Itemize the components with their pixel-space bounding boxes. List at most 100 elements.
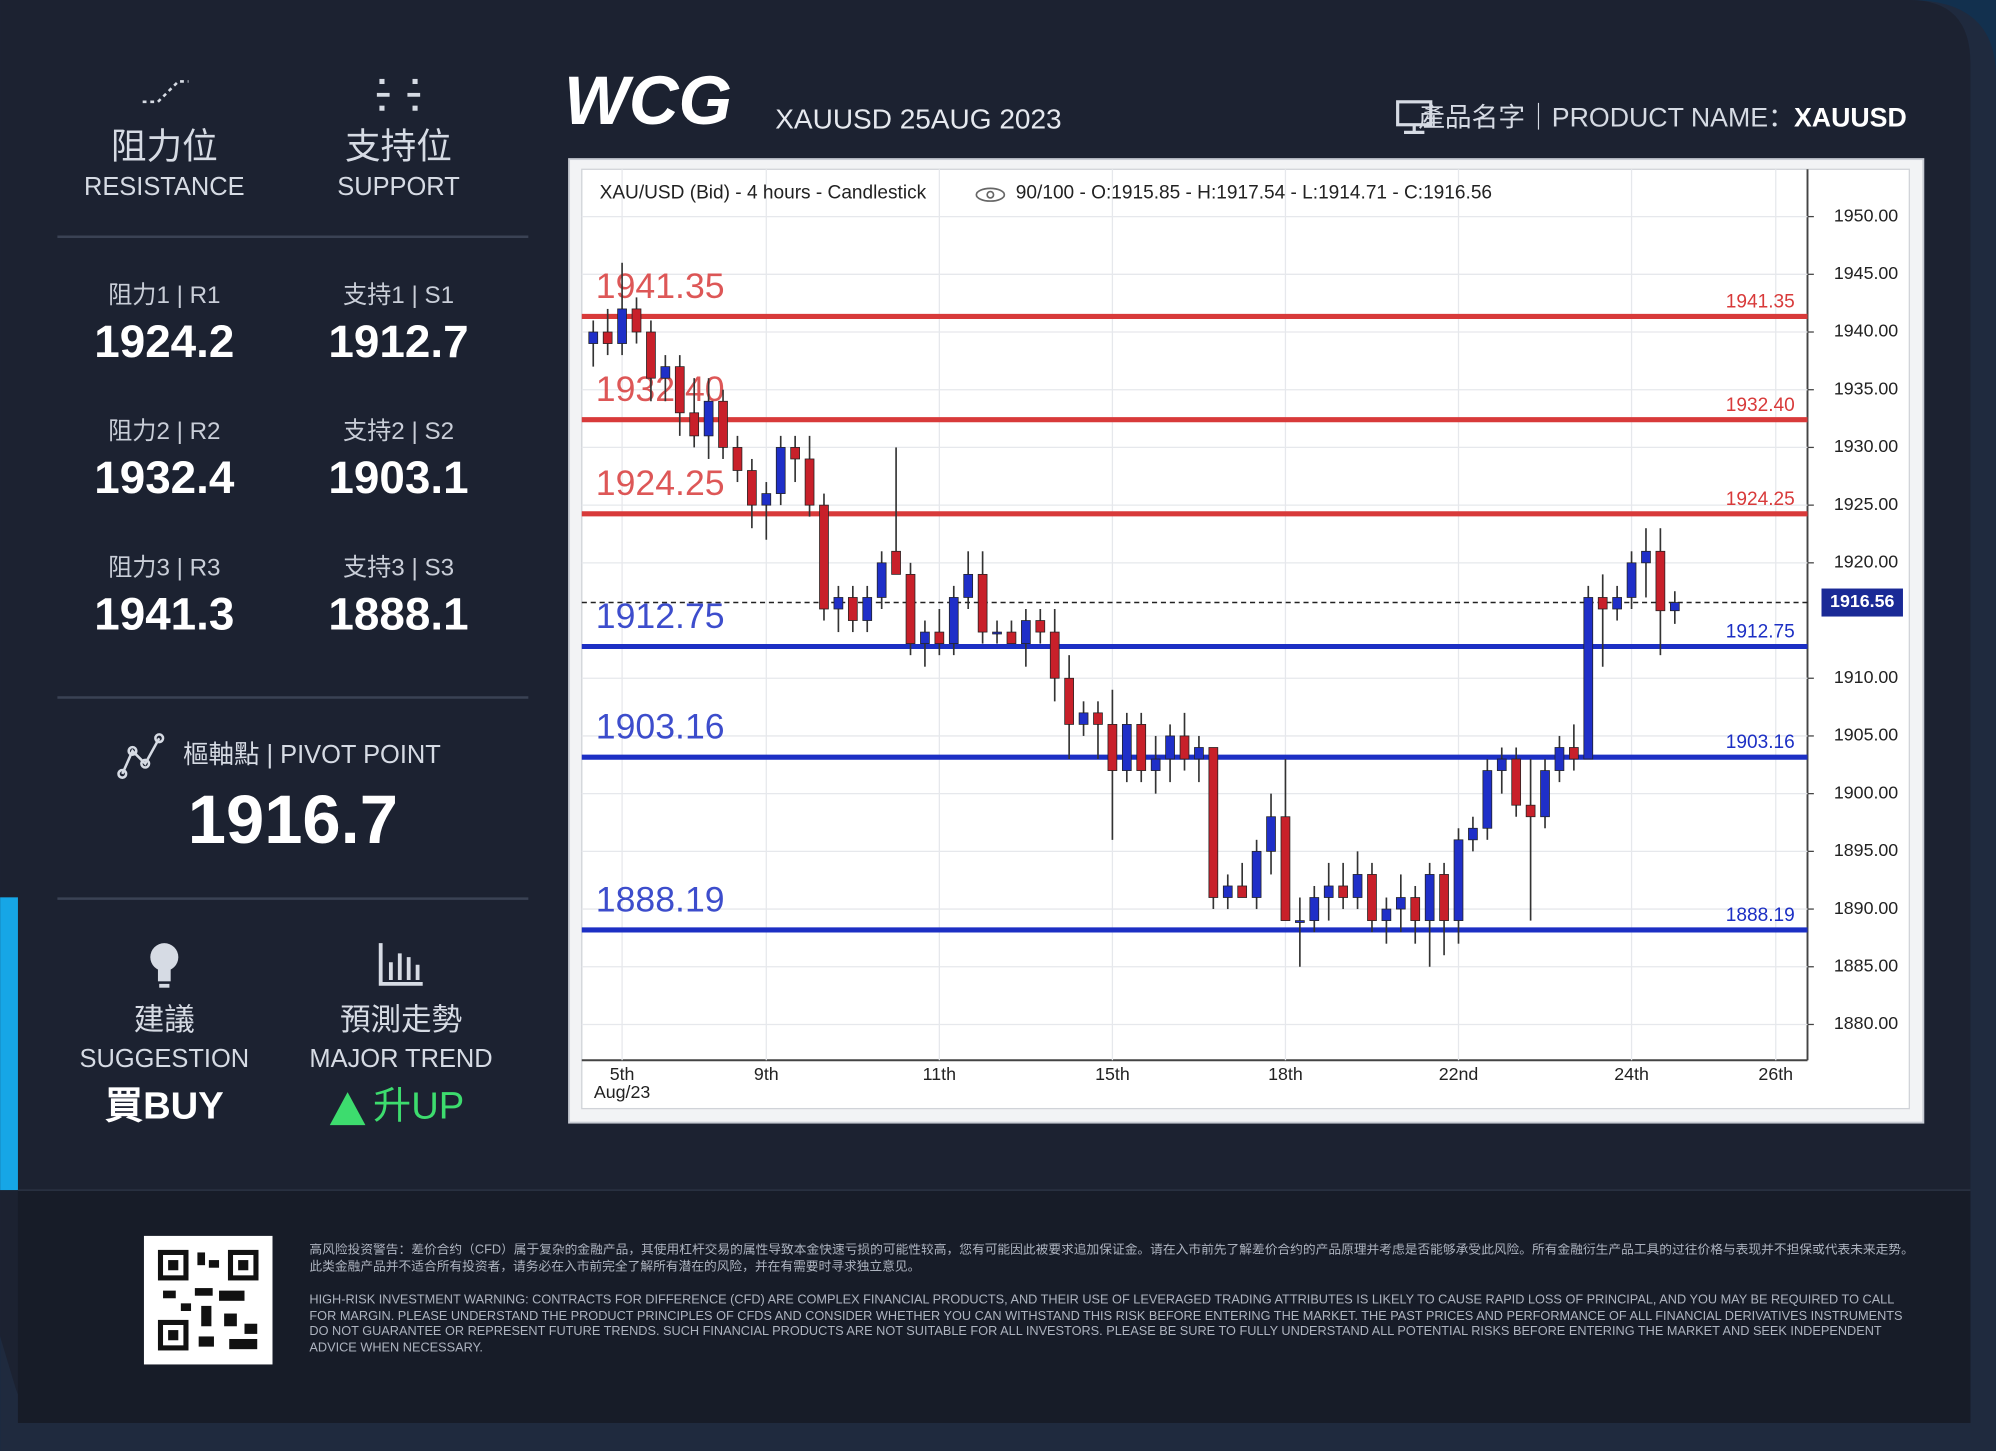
candle-body: [804, 458, 815, 506]
pivot-icon: [117, 733, 165, 779]
candle-body: [631, 308, 642, 333]
logo: WCG: [564, 62, 732, 139]
y-tick-label: 1925.00: [1834, 494, 1898, 514]
suggestion-zh: 建議: [134, 1003, 195, 1037]
suggestion-en: SUGGESTION: [80, 1045, 250, 1073]
bulb-icon: [150, 943, 179, 988]
candle-body: [1194, 747, 1204, 760]
candle-body: [1107, 724, 1118, 771]
trend: 升UP: [373, 1085, 464, 1128]
candle-body: [1309, 897, 1320, 921]
candle-body: [1569, 747, 1579, 760]
level-axis-label: 1903.16: [1726, 732, 1795, 753]
candle-body: [1439, 874, 1449, 921]
candle-body: [1049, 631, 1060, 679]
eye-icon: [975, 187, 1006, 202]
candle-body: [1655, 550, 1666, 612]
y-tick-label: 1895.00: [1834, 840, 1898, 860]
resistance-title-en: RESISTANCE: [84, 173, 245, 201]
y-tick-label: 1885.00: [1834, 955, 1898, 975]
y-tick-label: 1905.00: [1834, 725, 1898, 745]
candle-body: [1006, 631, 1017, 645]
x-tick-label: 22nd: [1439, 1064, 1479, 1084]
support-label: 支持2 | S2: [343, 418, 454, 445]
level-label: 1888.19: [596, 879, 725, 919]
y-tick-label: 1880.00: [1834, 1013, 1898, 1033]
candle-body: [674, 366, 685, 414]
resistance-icon: [142, 80, 189, 104]
y-tick-label: 1900.00: [1834, 782, 1898, 802]
chart-title: XAU/USD (Bid) - 4 hours - Candlestick: [600, 183, 927, 204]
qr-pattern: [157, 1249, 259, 1351]
candle-body: [1525, 804, 1536, 818]
candle-body: [1583, 597, 1594, 760]
candle-body: [790, 447, 800, 460]
resistance-label: 阻力2 | R2: [108, 418, 220, 445]
product-label: 產品名字｜PRODUCT NAME：: [1418, 103, 1795, 133]
candle-body: [1511, 758, 1522, 806]
candle-body: [1395, 897, 1406, 910]
candle-body: [992, 631, 1002, 635]
product-name: XAUUSD: [1794, 103, 1907, 133]
candle-body: [1064, 677, 1074, 725]
y-tick-label: 1950.00: [1834, 205, 1898, 225]
candle-body: [1165, 735, 1175, 760]
candle-body: [617, 308, 627, 344]
x-tick-label: 5th: [610, 1064, 635, 1084]
suggestion: 買BUY: [105, 1085, 224, 1128]
x-tick-label: 24th: [1614, 1064, 1649, 1084]
candle-body: [1554, 747, 1565, 771]
level-label: 1903.16: [596, 707, 725, 747]
level-label: 1932.40: [596, 369, 725, 409]
candle-body: [1093, 712, 1103, 725]
y-tick-label: 1940.00: [1834, 321, 1898, 341]
candle-body: [1266, 816, 1276, 852]
support-value: 1912.7: [328, 316, 468, 367]
disclaimer: 高风险投资警告：差价合约（CFD）属于复杂的金融产品，其使用杠杆交易的属性导致本…: [309, 1243, 1914, 1355]
resistance-value: 1941.3: [94, 588, 234, 639]
warning-zh: 高风险投资警告：差价合约（CFD）属于复杂的金融产品，其使用杠杆交易的属性导致本…: [309, 1243, 1914, 1274]
level-axis-label: 1888.19: [1726, 905, 1795, 926]
support-label: 支持3 | S3: [343, 554, 454, 581]
candle-body: [689, 412, 700, 437]
candle-body: [718, 400, 728, 448]
candle-body: [1280, 816, 1291, 921]
level-axis-label: 1941.35: [1726, 291, 1795, 312]
candle-body: [646, 331, 656, 379]
plot: 1880.00 1885.00 1890.00 1895.00 1900.00 1905.…: [581, 169, 1903, 1102]
trend-icon: [378, 943, 423, 986]
candle-body: [1597, 597, 1608, 610]
resistance-value: 1924.2: [94, 316, 234, 367]
candle-body: [1641, 550, 1651, 564]
candle-body: [761, 493, 772, 506]
candle-body: [1352, 874, 1363, 898]
resistance-value: 1932.4: [94, 452, 235, 503]
candle-body: [1424, 874, 1435, 921]
y-tick-label: 1920.00: [1834, 552, 1898, 572]
candle-body: [819, 504, 829, 610]
candle-body: [1468, 827, 1478, 841]
level-label: 1941.35: [596, 266, 725, 306]
candle-body: [1482, 770, 1493, 829]
last-price-box: [1821, 588, 1903, 617]
candle-body: [948, 597, 959, 645]
level-label: 1912.75: [596, 596, 725, 636]
candle-body: [1021, 620, 1031, 645]
pivot-value: 1916.7: [188, 781, 398, 858]
level-axis-label: 1912.75: [1726, 622, 1795, 643]
pivot-label: 樞軸點 | PIVOT POINT: [183, 741, 441, 769]
candle-body: [1367, 874, 1377, 921]
candle-body: [588, 331, 599, 344]
support-icon: [376, 78, 421, 111]
last-price-label: 1916.56: [1830, 591, 1894, 611]
level-label: 1924.25: [596, 463, 725, 503]
candle-body: [660, 366, 671, 379]
candle-body: [1251, 850, 1262, 898]
y-tick-label: 1890.00: [1834, 898, 1898, 918]
candle-body: [891, 550, 901, 575]
candle-body: [1295, 920, 1305, 923]
footer-band: [17, 1190, 1971, 1423]
trend-en: MAJOR TREND: [309, 1045, 492, 1073]
warning-en: HIGH-RISK INVESTMENT WARNING: CONTRACTS …: [309, 1293, 1903, 1355]
